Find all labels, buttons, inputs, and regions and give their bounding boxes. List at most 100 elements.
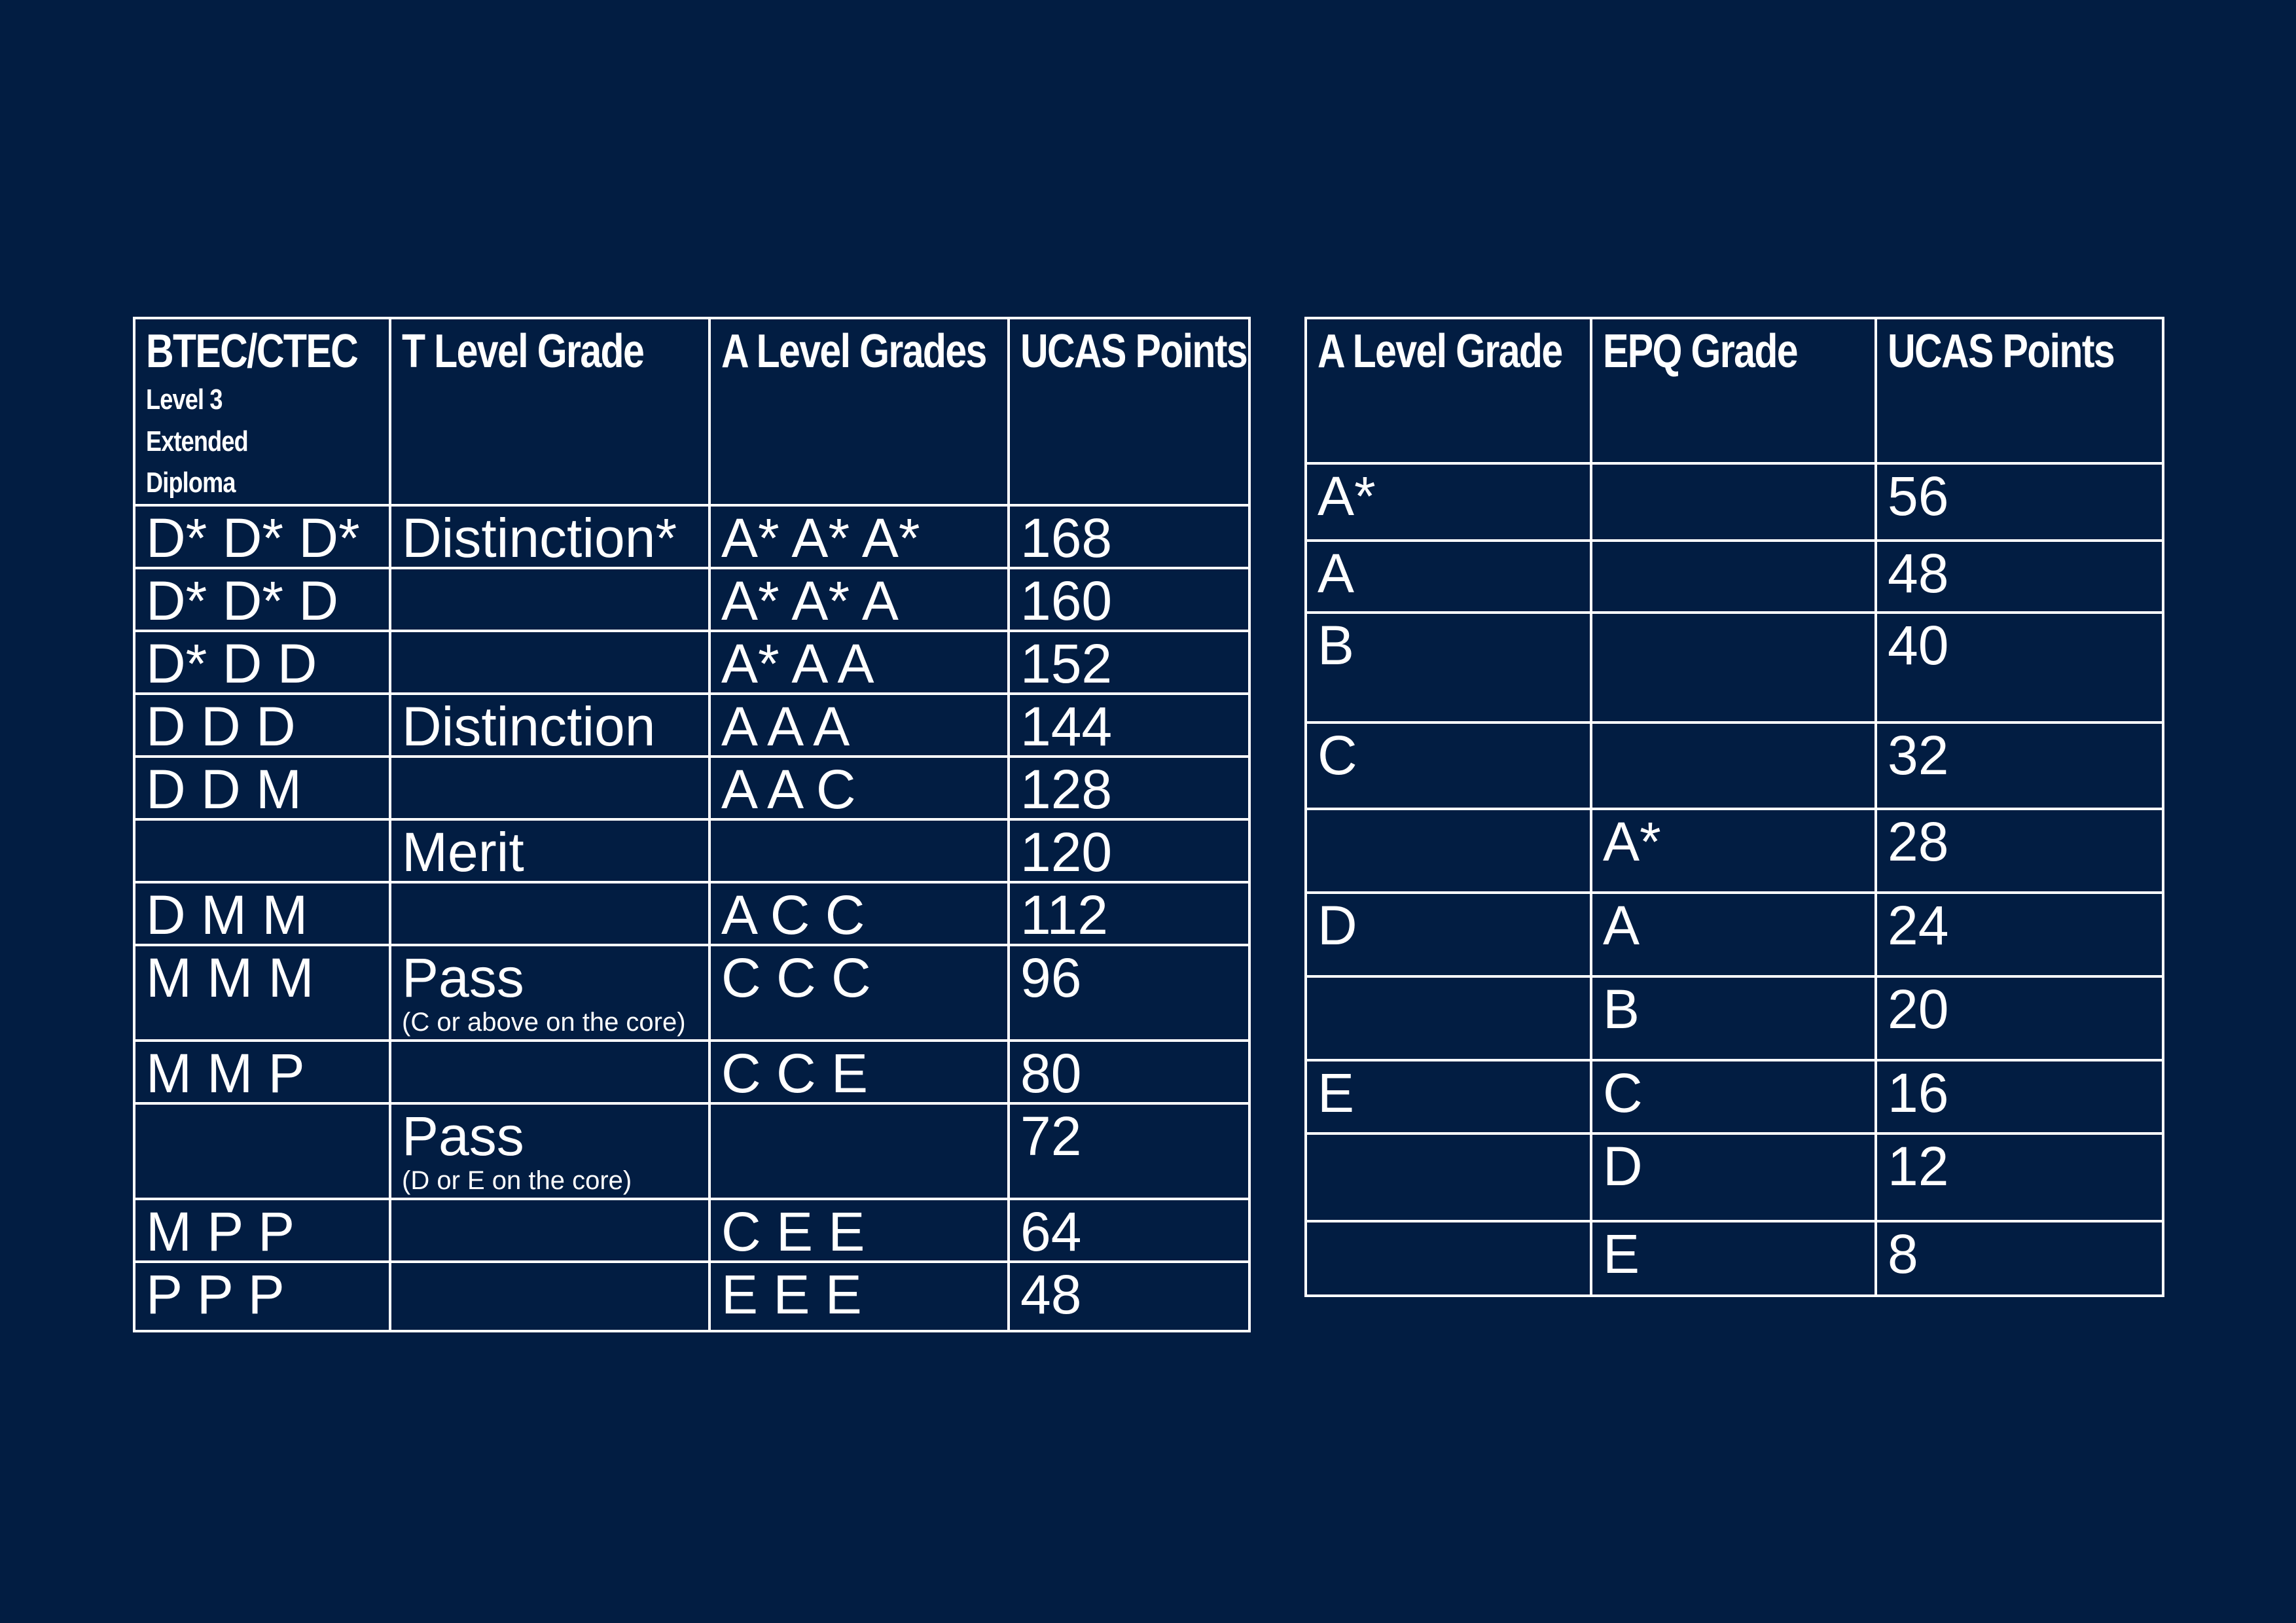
btec-cell: D D M: [133, 755, 391, 821]
epq-cell: [1590, 721, 1877, 810]
table-row: B 40: [1304, 611, 2164, 724]
btec-tlevel-alevel-table: BTEC/CTEC Level 3 Extended Diploma T Lev…: [133, 316, 1251, 1333]
a-level-cell: [708, 818, 1010, 884]
table-row: D D M A A C 128: [133, 755, 1251, 821]
epq-cell: C: [1590, 1059, 1877, 1135]
t-level-cell: [389, 1039, 711, 1105]
table-row: Pass (D or E on the core) 72: [133, 1102, 1251, 1201]
a-level-cell: A* A A: [708, 630, 1010, 696]
btec-cell: D* D* D*: [133, 504, 391, 570]
ucas-cell: 128: [1007, 755, 1251, 821]
ucas-cell: 16: [1874, 1059, 2164, 1135]
header-a-level: A Level Grades: [708, 316, 1010, 507]
ucas-cell: 120: [1007, 818, 1251, 884]
epq-cell: [1590, 462, 1877, 542]
epq-cell: [1590, 539, 1877, 614]
epq-cell: D: [1590, 1132, 1877, 1222]
table-row: A* 28: [1304, 808, 2164, 894]
a-level-cell: A* A* A*: [708, 504, 1010, 570]
table-row: M M M Pass (C or above on the core) C C …: [133, 944, 1251, 1043]
a-level-cell: A: [1304, 539, 1592, 614]
t-level-note: (C or above on the core): [402, 1008, 686, 1037]
table-row: A 48: [1304, 539, 2164, 614]
btec-cell: M M M: [133, 944, 391, 1043]
t-level-cell: Distinction: [389, 692, 711, 758]
btec-cell: D D D: [133, 692, 391, 758]
a-level-cell: A*: [1304, 462, 1592, 542]
epq-cell: A: [1590, 891, 1877, 978]
table-row: A* 56: [1304, 462, 2164, 542]
table-row: D M M A C C 112: [133, 881, 1251, 947]
a-level-cell: A A A: [708, 692, 1010, 758]
table-row: D D D Distinction A A A 144: [133, 692, 1251, 758]
ucas-cell: 32: [1874, 721, 2164, 810]
t-level-cell: Distinction*: [389, 504, 711, 570]
header-epq: EPQ Grade: [1590, 317, 1877, 465]
alevel-epq-table: A Level Grade EPQ Grade UCAS Points A* 5…: [1304, 317, 2164, 1297]
table-row: E C 16: [1304, 1059, 2164, 1135]
ucas-cell: 64: [1007, 1198, 1251, 1264]
table-row: P P P E E E 48: [133, 1260, 1251, 1333]
a-level-cell: [1304, 808, 1592, 894]
t-level-cell: Pass (C or above on the core): [389, 944, 711, 1043]
epq-cell: E: [1590, 1220, 1877, 1297]
header-btec-title: BTEC/CTEC: [146, 325, 359, 378]
table-row: D* D* D A* A* A 160: [133, 567, 1251, 633]
btec-cell: P P P: [133, 1260, 391, 1333]
btec-cell: M P P: [133, 1198, 391, 1264]
header-t-level: T Level Grade: [389, 316, 711, 507]
ucas-cell: 96: [1007, 944, 1251, 1043]
ucas-cell: 112: [1007, 881, 1251, 947]
table-row: D 12: [1304, 1132, 2164, 1222]
table-row: M P P C E E 64: [133, 1198, 1251, 1264]
btec-cell: D M M: [133, 881, 391, 947]
t-level-cell: [389, 1260, 711, 1333]
t-level-cell: [389, 1198, 711, 1264]
ucas-cell: 168: [1007, 504, 1251, 570]
ucas-cell: 48: [1007, 1260, 1251, 1333]
table-row: E 8: [1304, 1220, 2164, 1297]
epq-cell: [1590, 611, 1877, 724]
btec-cell: [133, 818, 391, 884]
t-level-note: (D or E on the core): [402, 1166, 632, 1196]
a-level-cell: B: [1304, 611, 1592, 724]
table-header-row: A Level Grade EPQ Grade UCAS Points: [1304, 317, 2164, 465]
a-level-cell: E E E: [708, 1260, 1010, 1333]
btec-cell: M M P: [133, 1039, 391, 1105]
table-row: D* D* D* Distinction* A* A* A* 168: [133, 504, 1251, 570]
a-level-cell: E: [1304, 1059, 1592, 1135]
ucas-cell: 12: [1874, 1132, 2164, 1222]
a-level-cell: C C E: [708, 1039, 1010, 1105]
t-level-cell: Pass (D or E on the core): [389, 1102, 711, 1201]
a-level-cell: A* A* A: [708, 567, 1010, 633]
btec-cell: D* D D: [133, 630, 391, 696]
header-btec: BTEC/CTEC Level 3 Extended Diploma: [133, 316, 391, 507]
ucas-cell: 20: [1874, 975, 2164, 1061]
epq-cell: B: [1590, 975, 1877, 1061]
a-level-cell: [1304, 1132, 1592, 1222]
a-level-cell: A C C: [708, 881, 1010, 947]
a-level-cell: [1304, 1220, 1592, 1297]
a-level-cell: C C C: [708, 944, 1010, 1043]
a-level-cell: [708, 1102, 1010, 1201]
header-ucas: UCAS Points: [1874, 317, 2164, 465]
header-a-level: A Level Grade: [1304, 317, 1592, 465]
epq-cell: A*: [1590, 808, 1877, 894]
header-ucas: UCAS Points: [1007, 316, 1251, 507]
a-level-cell: C E E: [708, 1198, 1010, 1264]
table-row: B 20: [1304, 975, 2164, 1061]
table-row: Merit 120: [133, 818, 1251, 884]
ucas-cell: 80: [1007, 1039, 1251, 1105]
table-row: M M P C C E 80: [133, 1039, 1251, 1105]
btec-cell: [133, 1102, 391, 1201]
t-level-cell: Merit: [389, 818, 711, 884]
ucas-cell: 28: [1874, 808, 2164, 894]
ucas-cell: 8: [1874, 1220, 2164, 1297]
t-level-cell: [389, 881, 711, 947]
ucas-cell: 56: [1874, 462, 2164, 542]
ucas-cell: 144: [1007, 692, 1251, 758]
ucas-cell: 40: [1874, 611, 2164, 724]
ucas-cell: 24: [1874, 891, 2164, 978]
header-btec-subtitle: Level 3 Extended Diploma: [146, 383, 249, 499]
